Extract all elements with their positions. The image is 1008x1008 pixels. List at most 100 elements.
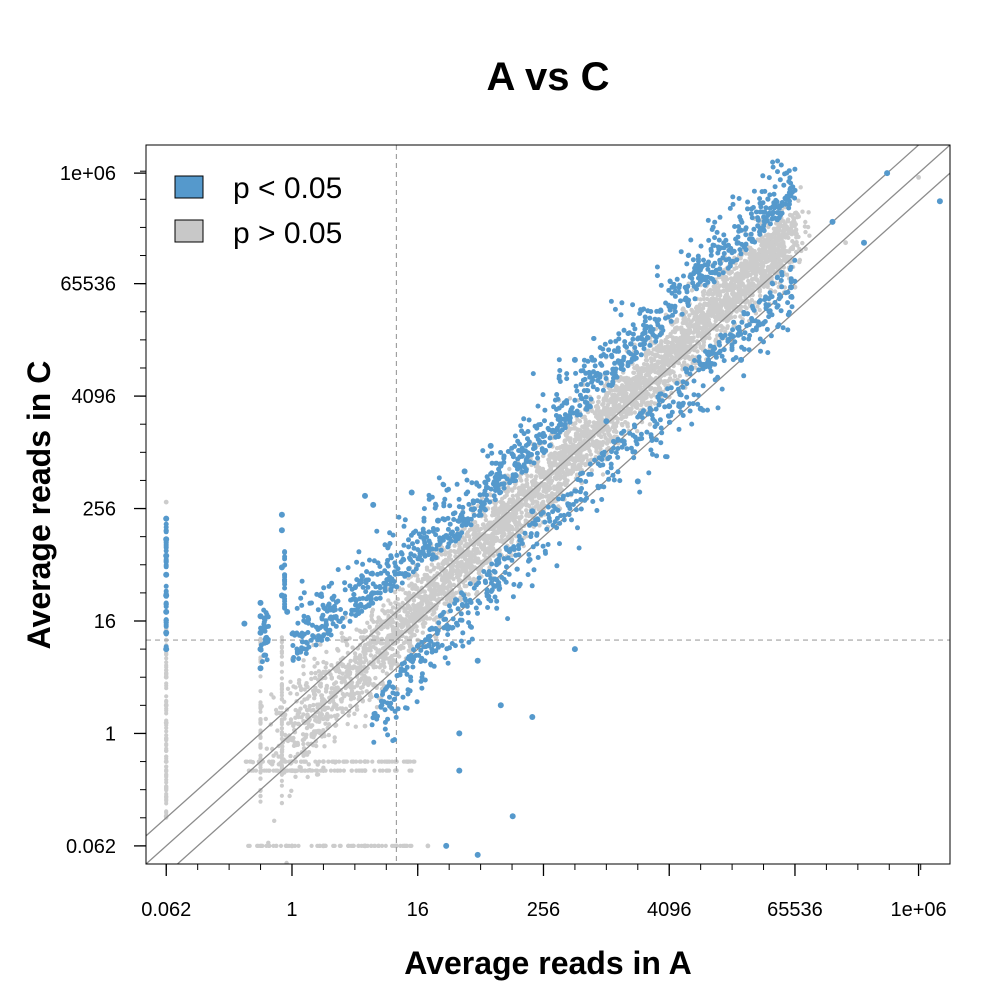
gray-point-4036 [682, 332, 687, 337]
gray-point-3928 [306, 762, 311, 767]
gray-point-1411 [302, 687, 307, 692]
gray-point-4144 [687, 327, 693, 333]
gray-point-3997 [623, 409, 628, 414]
gray-point-404 [698, 297, 703, 302]
gray-point-3468 [461, 566, 467, 571]
gray-point-4396 [267, 759, 272, 764]
gray-point-3327 [677, 326, 682, 331]
gray-point-3947 [671, 378, 676, 383]
gray-point-4187 [581, 443, 586, 449]
gray-point-3396 [373, 664, 379, 670]
gray-point-4613 [279, 736, 284, 742]
gray-point-1842 [357, 691, 362, 696]
gray-point-2684 [579, 433, 584, 438]
gray-point-2438 [339, 680, 344, 685]
gray-point-4616 [279, 686, 284, 691]
gray-point-3415 [684, 318, 689, 324]
gray-point-3836 [552, 492, 558, 497]
gray-point-1706 [273, 707, 279, 713]
gray-point-685 [340, 709, 345, 715]
gray-point-4522 [258, 742, 263, 747]
gray-point-4100 [748, 260, 753, 265]
gray-point-3638 [796, 234, 801, 240]
gray-point-1437 [406, 648, 412, 653]
gray-point-4600 [279, 690, 284, 695]
gray-point-1978 [386, 598, 391, 603]
gray-point-3966 [407, 641, 412, 646]
gray-point-3477 [483, 550, 488, 555]
gray-point-4136 [632, 392, 638, 397]
gray-point-4269 [400, 843, 405, 849]
gray-point-3292 [389, 609, 394, 615]
gray-point-4080 [702, 330, 707, 335]
gray-point-239 [293, 774, 298, 779]
gray-point-3506 [719, 323, 724, 329]
gray-point-4397 [326, 759, 331, 764]
gray-point-4097 [740, 281, 745, 286]
gray-point-3378 [679, 347, 684, 353]
gray-point-4005 [509, 524, 514, 530]
gray-point-3333 [390, 646, 395, 652]
gray-point-3100 [511, 518, 516, 523]
gray-point-763 [429, 562, 434, 567]
gray-point-2592 [285, 686, 291, 691]
gray-point-3419 [392, 635, 397, 640]
gray-point-3990 [311, 735, 316, 740]
gray-point-3629 [476, 537, 481, 542]
gray-point-4387 [404, 759, 409, 764]
gray-point-3700 [777, 260, 782, 265]
gray-point-3972 [749, 248, 755, 253]
gray-point-3299 [580, 457, 585, 463]
gray-point-4042 [625, 398, 630, 404]
gray-point-418 [264, 746, 269, 751]
gray-point-3524 [510, 493, 516, 499]
gray-point-4254 [356, 843, 361, 849]
gray-point-3840 [683, 345, 688, 350]
gray-point-4192 [473, 546, 478, 552]
gray-point-3613 [578, 450, 583, 455]
gray-point-2587 [792, 210, 798, 216]
gray-point-890 [392, 652, 397, 658]
gray-point-4556 [258, 717, 263, 722]
gray-point-1104 [323, 669, 328, 675]
gray-point-3640 [331, 681, 337, 687]
gray-point-2716 [571, 445, 576, 451]
gray-point-4103 [424, 572, 430, 578]
blue-point-308 [542, 407, 548, 413]
gray-point-3708 [464, 570, 469, 575]
gray-point-3473 [629, 411, 634, 416]
gray-point-4120 [339, 699, 344, 704]
blue-point-29 [477, 508, 483, 514]
blue-point-218 [743, 232, 749, 238]
blue-point-333 [624, 446, 630, 452]
gray-point-2213 [627, 406, 632, 412]
gray-point-3504 [803, 229, 808, 235]
gray-point-3671 [434, 635, 439, 640]
gray-point-4052 [563, 471, 568, 476]
blue-point-202 [574, 388, 580, 394]
gray-point-2111 [603, 393, 609, 398]
gray-point-4049 [611, 403, 616, 408]
reference-lines [146, 145, 950, 864]
gray-point-2997 [348, 658, 353, 664]
gray-point-660 [275, 728, 280, 733]
gray-point-2878 [648, 356, 654, 361]
gray-point-650 [807, 233, 812, 238]
gray-point-4381 [376, 759, 381, 764]
gray-point-2304 [271, 753, 276, 758]
gray-point-2771 [762, 250, 767, 256]
gray-point-3828 [662, 346, 667, 351]
blue-point-56 [662, 393, 668, 398]
gray-point-4319 [315, 768, 320, 773]
gray-point-4112 [507, 531, 512, 536]
gray-point-3606 [344, 669, 349, 675]
blue-point-240 [573, 488, 579, 494]
gray-point-4081 [367, 625, 372, 630]
gray-point-4041 [649, 362, 655, 367]
blue-point-101 [687, 408, 693, 414]
gray-point-4649 [792, 284, 798, 290]
blue-point-96 [746, 347, 752, 353]
gray-point-4548 [258, 636, 263, 642]
gray-point-3677 [542, 481, 547, 487]
